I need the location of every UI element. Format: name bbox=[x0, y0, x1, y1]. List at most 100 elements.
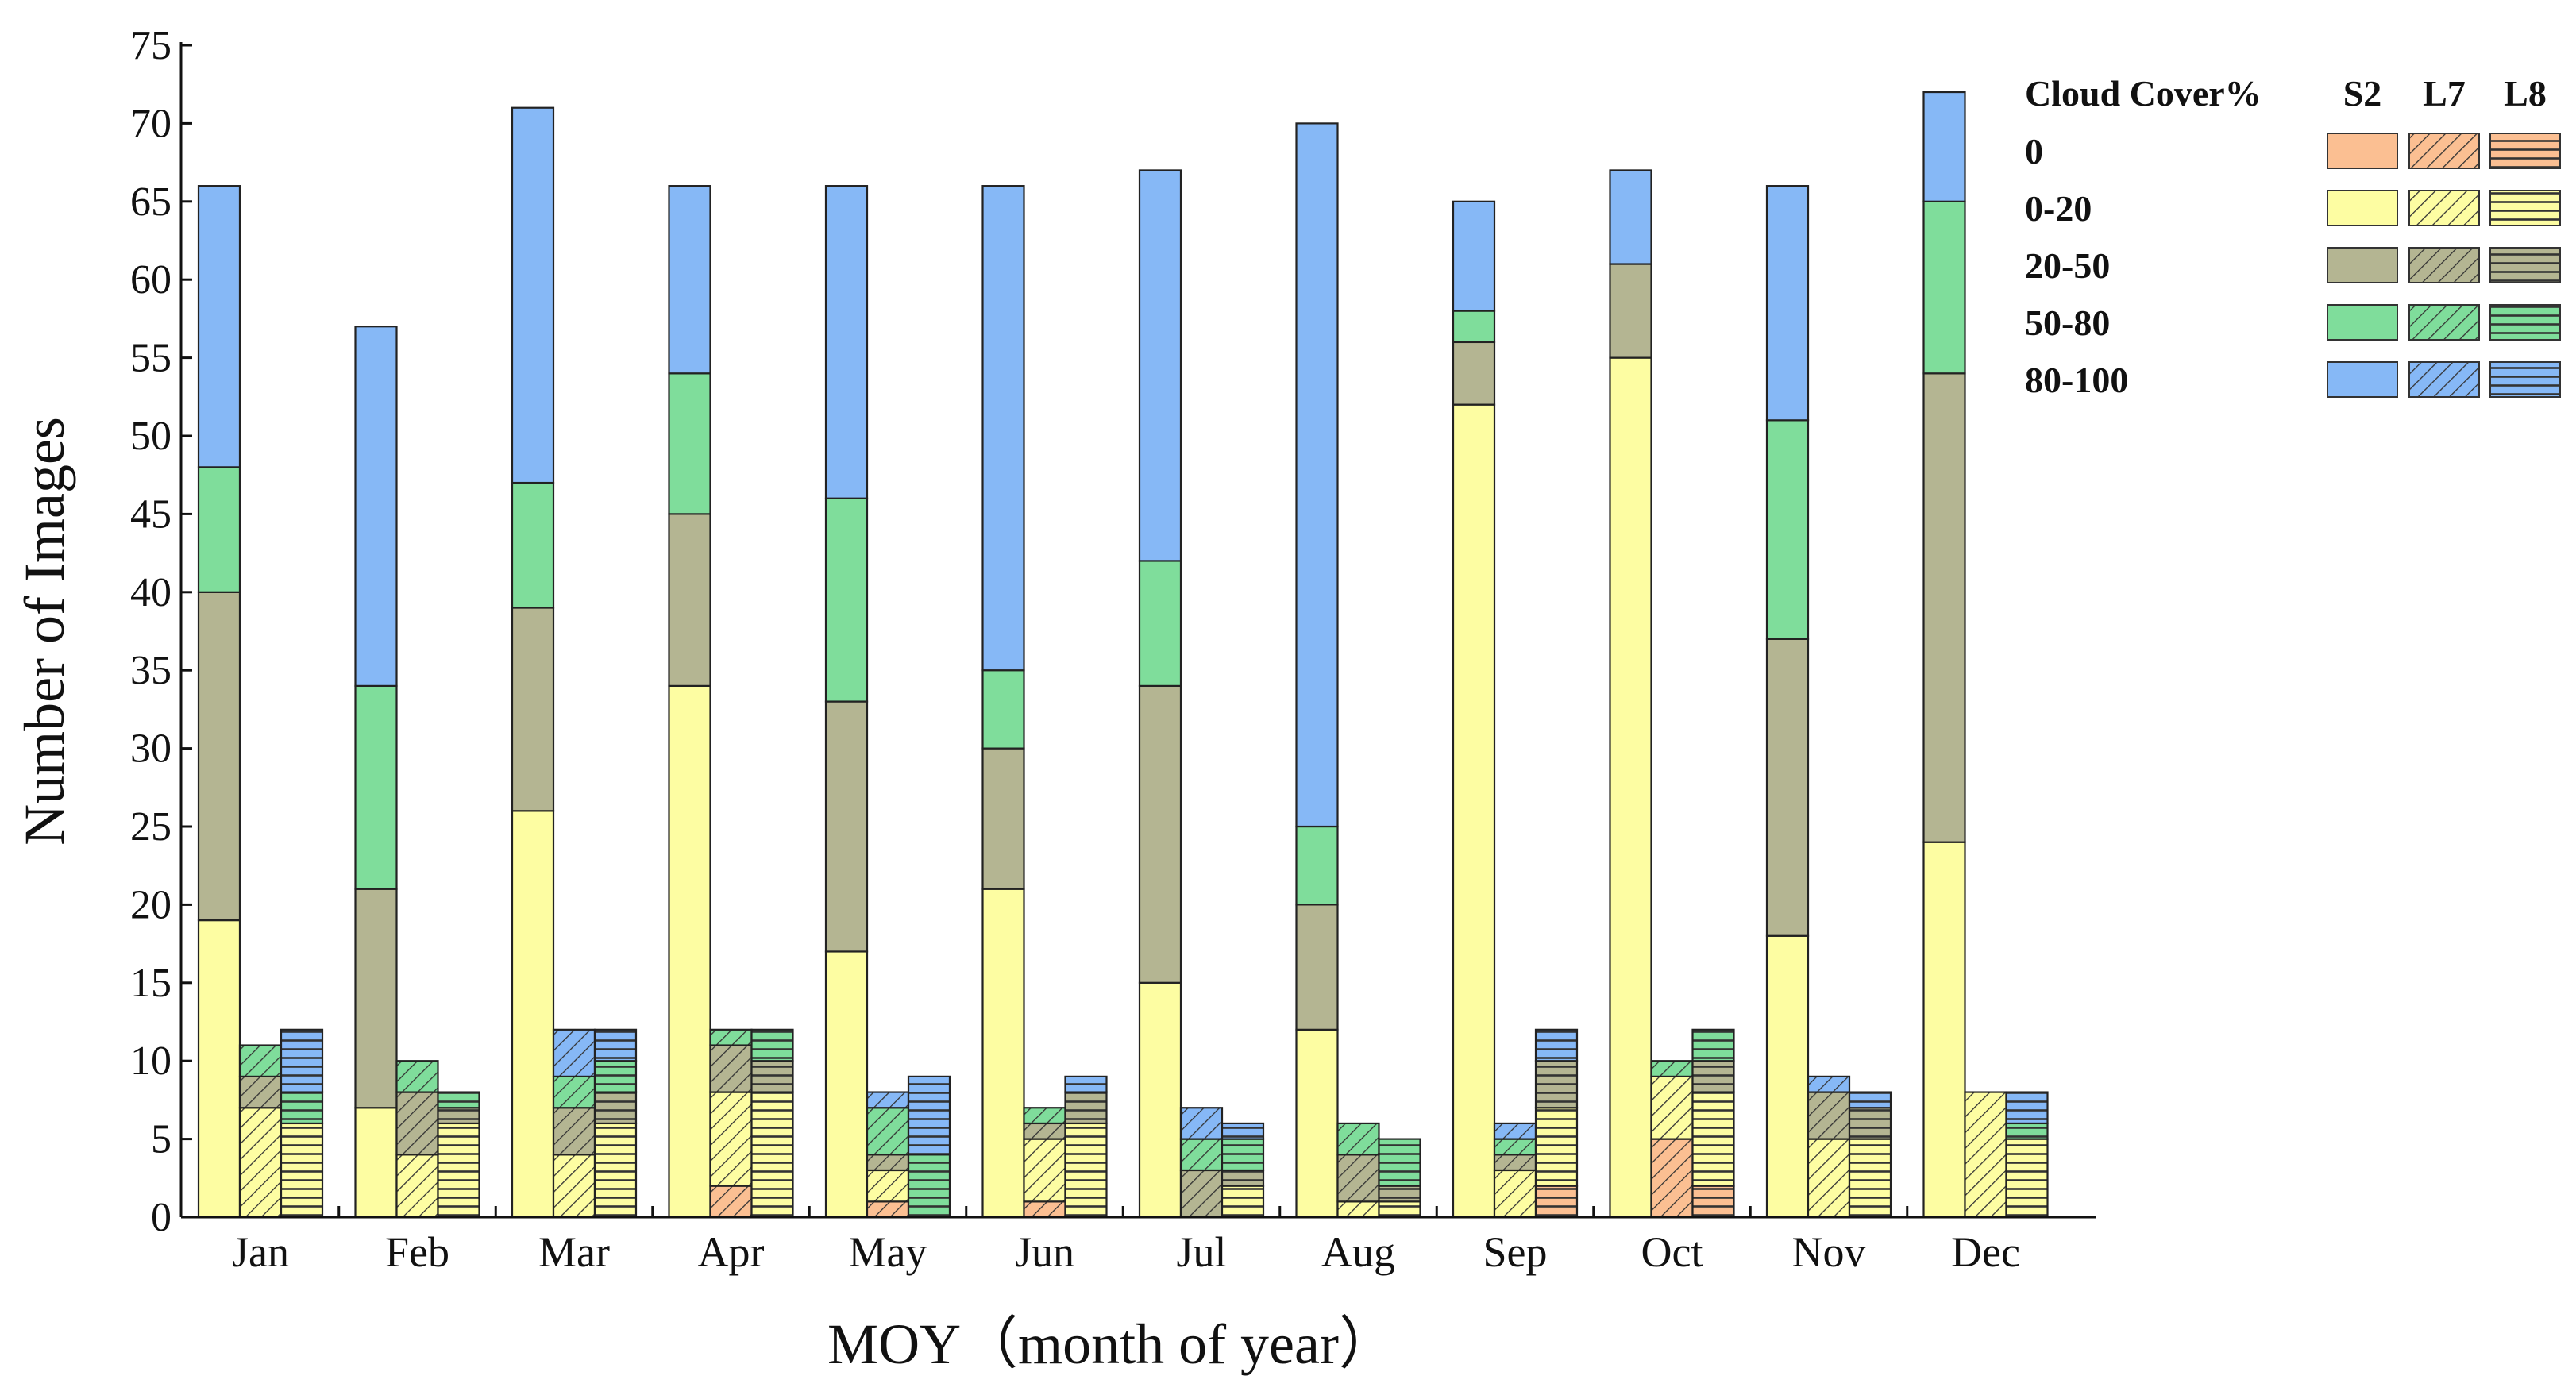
bar-jun-s2-80_100 bbox=[981, 185, 1025, 672]
bar-apr-l8-0_20 bbox=[750, 1091, 794, 1219]
legend: Cloud Cover% S2 L7 L8 0 0-20 20-50 50-80 80-… bbox=[2025, 73, 2561, 400]
legend-header-l7: L7 bbox=[2423, 73, 2466, 114]
bar-jul-l7-50_80 bbox=[1179, 1138, 1224, 1172]
bar-jun-l7-0_20 bbox=[1023, 1138, 1066, 1203]
y-tick-label: 75 bbox=[130, 23, 172, 68]
bar-jul-l8-80_100 bbox=[1221, 1122, 1265, 1140]
bar-nov-l8-20_50 bbox=[1848, 1107, 1892, 1140]
bar-oct-l8-20_50 bbox=[1691, 1060, 1735, 1093]
bar-mar-l8-50_80 bbox=[593, 1060, 638, 1093]
bar-apr-l7-50_80 bbox=[709, 1028, 753, 1046]
bar-mar-s2-50_80 bbox=[511, 481, 555, 609]
bar-jun-s2-0_20 bbox=[981, 888, 1025, 1219]
bar-apr-l8-20_50 bbox=[750, 1060, 794, 1093]
bar-mar-s2-20_50 bbox=[511, 607, 555, 812]
bar-oct-l8-0_20 bbox=[1691, 1091, 1735, 1187]
x-tick-label-feb: Feb bbox=[385, 1228, 449, 1276]
bar-aug-l7-0_20 bbox=[1336, 1200, 1380, 1219]
bar-apr-s2-0_20 bbox=[668, 684, 711, 1219]
bar-sep-l7-20_50 bbox=[1493, 1154, 1537, 1172]
bar-sep-l7-0_20 bbox=[1493, 1169, 1537, 1219]
legend-swatch-l7-0_20 bbox=[2408, 190, 2480, 226]
bar-aug-s2-80_100 bbox=[1295, 122, 1339, 828]
bar-jan-l8-80_100 bbox=[280, 1028, 324, 1093]
legend-swatch-s2-80_100 bbox=[2327, 361, 2398, 398]
y-axis-title: Number of Images bbox=[13, 417, 76, 846]
x-tick-label-may: May bbox=[849, 1228, 927, 1276]
y-tick-label: 0 bbox=[151, 1195, 172, 1240]
legend-row-label: 0-20 bbox=[2025, 188, 2092, 229]
bar-jan-s2-20_50 bbox=[197, 591, 241, 922]
bar-feb-l7-20_50 bbox=[395, 1091, 439, 1156]
bar-may-l7-20_50 bbox=[866, 1154, 910, 1172]
bar-jan-l7-0_20 bbox=[238, 1107, 283, 1219]
y-tick-label: 35 bbox=[130, 648, 172, 693]
bar-feb-l7-0_20 bbox=[395, 1154, 439, 1219]
bar-jun-s2-20_50 bbox=[981, 747, 1025, 890]
legend-swatch-l8-50_80 bbox=[2489, 304, 2561, 341]
x-tick-label-dec: Dec bbox=[1951, 1228, 2020, 1276]
bar-mar-l7-20_50 bbox=[552, 1107, 596, 1156]
x-tick-label-jan: Jan bbox=[232, 1228, 289, 1276]
bar-feb-s2-20_50 bbox=[354, 888, 398, 1109]
bar-jun-s2-50_80 bbox=[981, 669, 1025, 750]
y-tick-label: 40 bbox=[130, 570, 172, 615]
bar-feb-s2-80_100 bbox=[354, 326, 398, 687]
bar-jun-l7-50_80 bbox=[1023, 1107, 1066, 1125]
legend-header-l8: L8 bbox=[2504, 73, 2547, 114]
bar-oct-s2-0_20 bbox=[1609, 356, 1652, 1219]
bar-jan-l8-0_20 bbox=[280, 1122, 324, 1219]
bar-may-s2-0_20 bbox=[824, 950, 869, 1219]
bar-dec-l8-80_100 bbox=[2005, 1091, 2049, 1125]
bar-oct-l8-50_80 bbox=[1691, 1028, 1735, 1062]
legend-header-s2: S2 bbox=[2343, 73, 2382, 114]
legend-swatch-l7-20_50 bbox=[2408, 247, 2480, 283]
bar-oct-l7-0_20 bbox=[1650, 1075, 1694, 1140]
bar-jun-l8-80_100 bbox=[1064, 1075, 1108, 1093]
bar-jul-s2-20_50 bbox=[1138, 684, 1182, 984]
legend-swatch-l7-50_80 bbox=[2408, 304, 2480, 341]
bar-sep-l8-20_50 bbox=[1534, 1060, 1579, 1109]
y-tick-label: 60 bbox=[130, 257, 172, 303]
bar-jun-l8-0_20 bbox=[1064, 1122, 1108, 1219]
bar-jan-l7-50_80 bbox=[238, 1044, 283, 1077]
x-tick-label-oct: Oct bbox=[1641, 1228, 1703, 1276]
y-tick-label: 55 bbox=[130, 336, 172, 381]
bar-nov-l7-80_100 bbox=[1807, 1075, 1851, 1093]
bar-dec-l8-0_20 bbox=[2005, 1138, 2049, 1219]
bar-dec-l8-50_80 bbox=[2005, 1122, 2049, 1140]
legend-row-label: 20-50 bbox=[2025, 245, 2110, 286]
bar-dec-s2-20_50 bbox=[1922, 372, 1966, 843]
legend-row-label: 0 bbox=[2025, 131, 2043, 171]
bar-oct-l8-0 bbox=[1691, 1185, 1735, 1219]
bar-jun-l7-0 bbox=[1023, 1200, 1066, 1219]
bar-dec-s2-0_20 bbox=[1922, 841, 1966, 1219]
bar-jul-l8-50_80 bbox=[1221, 1138, 1265, 1172]
bar-may-l7-80_100 bbox=[866, 1091, 910, 1109]
bar-dec-l7-0_20 bbox=[1964, 1091, 2007, 1219]
bar-apr-s2-50_80 bbox=[668, 372, 711, 515]
y-tick-label: 65 bbox=[130, 179, 172, 225]
bar-sep-s2-80_100 bbox=[1452, 200, 1496, 312]
bar-dec-s2-80_100 bbox=[1922, 91, 1966, 202]
bar-oct-s2-20_50 bbox=[1609, 263, 1652, 359]
bar-aug-l8-50_80 bbox=[1378, 1138, 1421, 1187]
bar-aug-s2-20_50 bbox=[1295, 904, 1339, 1031]
legend-swatch-s2-0_20 bbox=[2327, 190, 2398, 226]
bar-jul-s2-80_100 bbox=[1138, 169, 1182, 562]
y-tick-label: 15 bbox=[130, 961, 172, 1006]
bar-aug-l7-50_80 bbox=[1336, 1122, 1380, 1156]
bar-apr-l8-50_80 bbox=[750, 1028, 794, 1062]
bar-apr-l7-20_50 bbox=[709, 1044, 753, 1093]
bar-mar-s2-80_100 bbox=[511, 106, 555, 484]
bar-may-l7-0_20 bbox=[866, 1169, 910, 1203]
bar-sep-s2-20_50 bbox=[1452, 341, 1496, 406]
bar-sep-l7-80_100 bbox=[1493, 1122, 1537, 1140]
x-ticks: Jan Feb Mar Apr May Jun Jul Aug Sep Oct Nov Dec bbox=[232, 1206, 2020, 1276]
bar-apr-s2-20_50 bbox=[668, 513, 711, 687]
legend-swatch-l8-20_50 bbox=[2489, 247, 2561, 283]
y-tick-label: 25 bbox=[130, 804, 172, 850]
bar-feb-l8-0_20 bbox=[437, 1122, 480, 1219]
bar-sep-s2-50_80 bbox=[1452, 310, 1496, 344]
